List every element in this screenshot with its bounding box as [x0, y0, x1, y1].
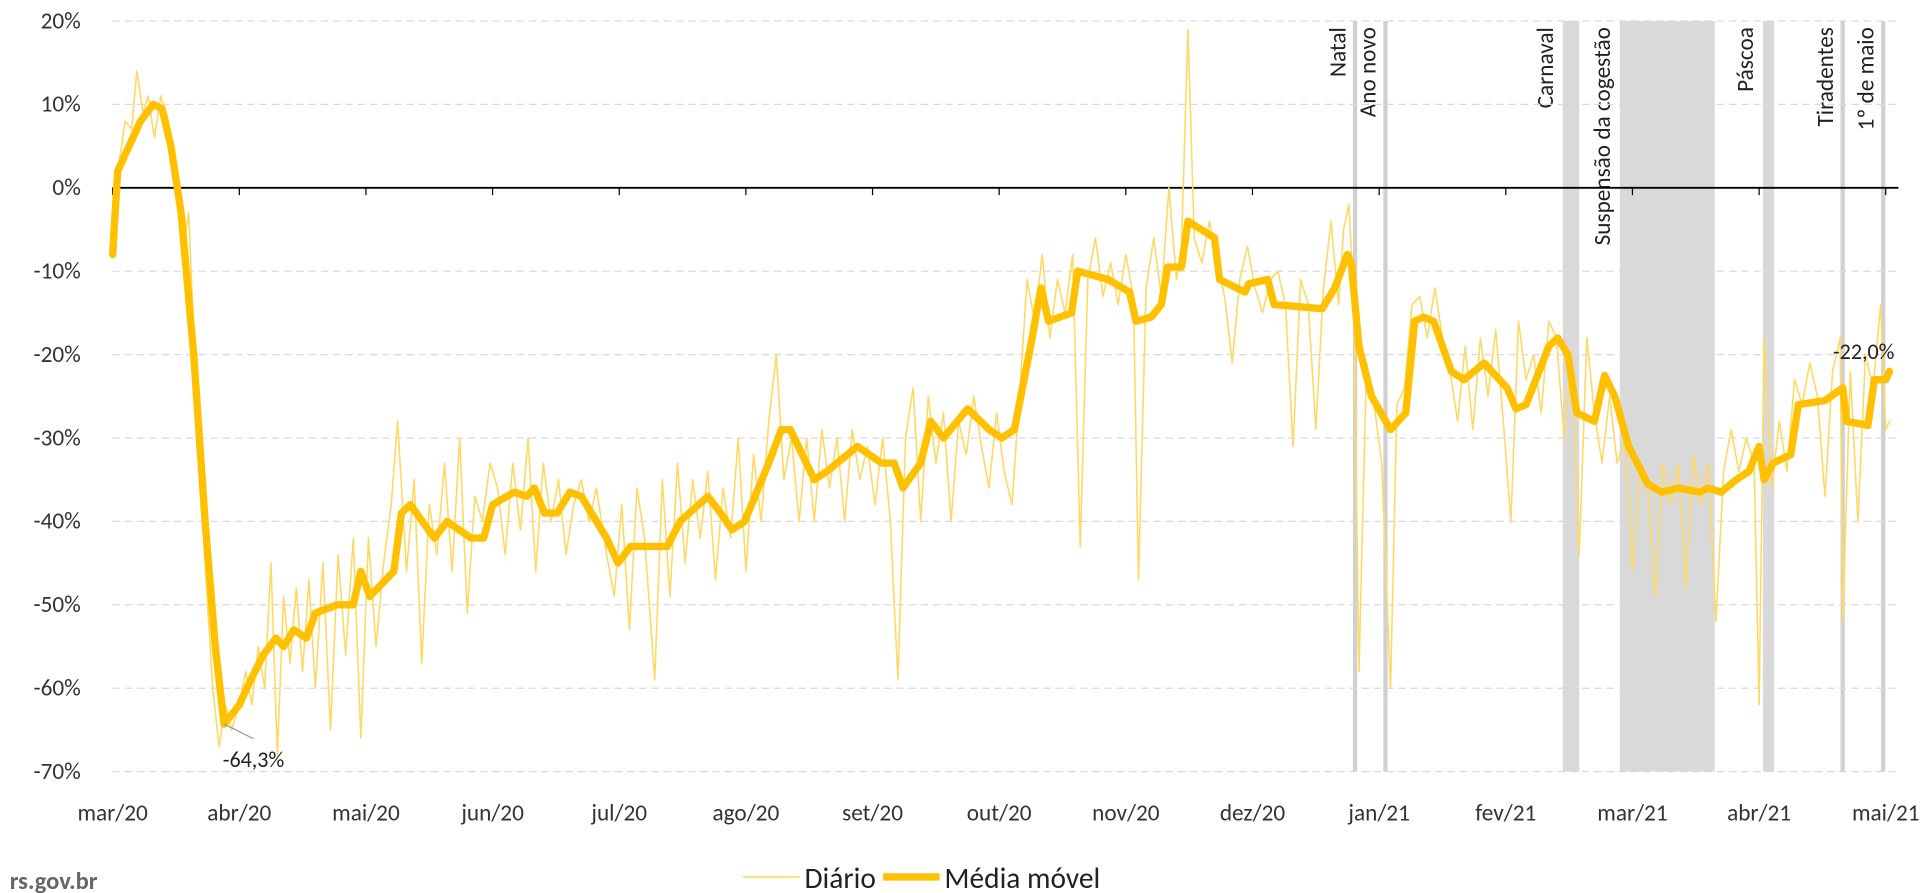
- x-tick-label: jun/20: [460, 800, 524, 828]
- x-tick-label: abr/21: [1727, 800, 1791, 828]
- x-tick-label: fev/21: [1475, 800, 1536, 828]
- legend-label: Média móvel: [944, 860, 1100, 893]
- event-band: [1762, 20, 1775, 772]
- x-tick-label: jan/21: [1347, 800, 1409, 828]
- series-line: [108, 100, 1894, 728]
- y-tick-label: -70%: [34, 758, 81, 786]
- source: rs.gov.br: [10, 866, 98, 893]
- x-tick-label: mai/20: [332, 800, 400, 828]
- leader-line: [223, 723, 254, 740]
- series-line: [111, 28, 1891, 756]
- y-tick-label: -60%: [34, 675, 81, 703]
- y-tick-label: 0%: [52, 174, 80, 202]
- event-label: 1º de maio: [1852, 27, 1880, 130]
- y-tick-label: -30%: [34, 424, 81, 452]
- x-tick-label: out/20: [967, 800, 1032, 828]
- y-tick-label: 20%: [41, 7, 81, 35]
- x-tick-label: mar/21: [1597, 800, 1667, 828]
- event-band: [1619, 20, 1715, 772]
- event-label: Tiradentes: [1812, 27, 1840, 126]
- data-label: -22,0%: [1833, 338, 1895, 365]
- x-tick-label: ago/20: [713, 800, 780, 828]
- y-tick-label: 10%: [41, 91, 81, 119]
- x-tick-label: mar/20: [77, 800, 148, 828]
- legend-label: Diário: [804, 860, 875, 893]
- x-tick-label: abr/20: [207, 800, 271, 828]
- x-tick-label: jul/20: [590, 800, 647, 828]
- event-label: Carnaval: [1532, 27, 1560, 108]
- y-tick-label: -20%: [34, 341, 81, 369]
- data-label: -64,3%: [223, 746, 285, 773]
- event-label: Suspensão da cogestão: [1589, 27, 1617, 245]
- x-tick-label: dez/20: [1220, 800, 1286, 828]
- event-label: Ano novo: [1355, 27, 1383, 117]
- y-tick-label: -10%: [34, 258, 81, 286]
- event-label: Páscoa: [1732, 27, 1760, 92]
- event-label: Natal: [1324, 27, 1352, 77]
- y-tick-label: -40%: [34, 508, 81, 536]
- x-tick-label: set/20: [842, 800, 903, 828]
- y-tick-label: -50%: [34, 591, 81, 619]
- x-tick-label: nov/20: [1092, 800, 1160, 828]
- x-tick-label: mai/21: [1852, 800, 1920, 828]
